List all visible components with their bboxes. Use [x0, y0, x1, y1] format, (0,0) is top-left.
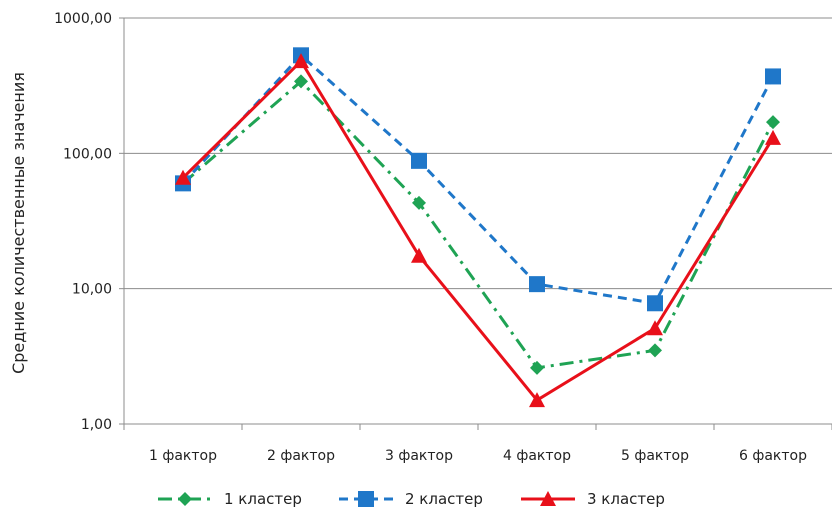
legend-label: 2 кластер	[405, 490, 483, 508]
data-point	[530, 360, 544, 375]
y-tick-label: 100,00	[63, 146, 112, 162]
series-line	[181, 59, 775, 402]
x-tick-label: 2 фактор	[267, 448, 335, 464]
data-point	[411, 152, 427, 169]
axes: 1,00 10,00 100,00 1000,00 1 фактор 2 фактор 3 …	[54, 11, 832, 464]
data-point	[647, 320, 663, 336]
y-tick-label: 1,00	[81, 417, 112, 433]
series-line	[182, 79, 775, 370]
data-point	[765, 129, 781, 145]
x-tick-label: 4 фактор	[503, 448, 571, 464]
legend-item: 2 кластер	[339, 490, 483, 508]
data-point	[648, 343, 662, 358]
data-point	[178, 492, 192, 506]
x-tick-label: 6 фактор	[739, 448, 807, 464]
data-point	[647, 295, 663, 312]
data-point	[358, 491, 374, 507]
data-point	[412, 195, 426, 210]
data-point	[294, 74, 308, 89]
data-point	[411, 247, 427, 263]
series-line	[181, 53, 775, 305]
series-layer	[175, 47, 781, 408]
gridlines	[124, 17, 832, 290]
x-tick-label: 1 фактор	[149, 448, 217, 464]
x-tick-label: 5 фактор	[621, 448, 689, 464]
legend-item: 1 кластер	[158, 490, 302, 508]
data-point	[529, 276, 545, 293]
data-point	[766, 115, 780, 130]
data-point	[293, 53, 309, 69]
y-axis-label: Средние количественные значения	[9, 72, 28, 374]
data-point	[540, 491, 556, 506]
legend-label: 3 кластер	[587, 490, 665, 508]
legend: 1 кластер 2 кластер 3 кластер	[158, 490, 665, 508]
data-point	[175, 169, 191, 185]
series-3	[175, 53, 781, 408]
data-point	[529, 392, 545, 408]
x-tick-label: 3 фактор	[385, 448, 453, 464]
data-point	[765, 68, 781, 85]
y-tick-label: 1000,00	[54, 11, 112, 27]
y-tick-label: 10,00	[72, 282, 112, 298]
legend-label: 1 кластер	[224, 490, 302, 508]
legend-item: 3 кластер	[521, 490, 665, 508]
